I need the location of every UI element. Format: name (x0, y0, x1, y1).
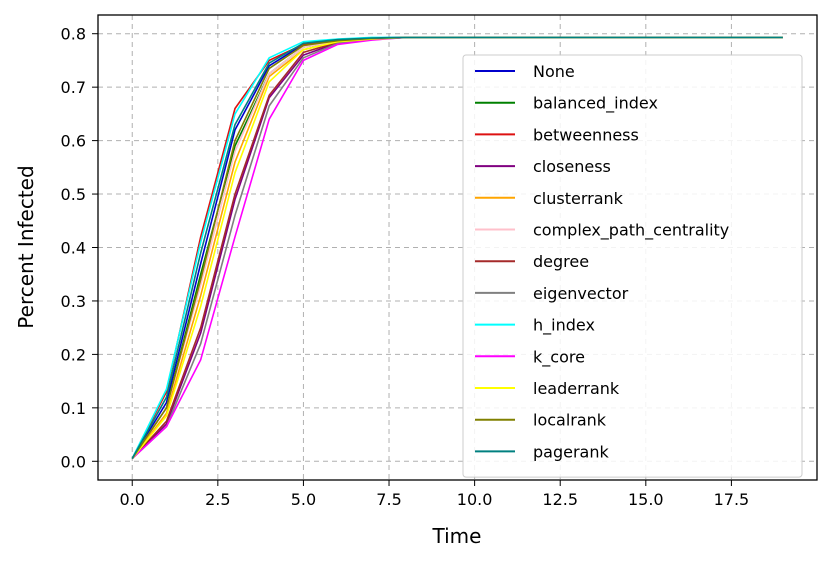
legend-box (462, 54, 803, 478)
legend-label-leaderrank: leaderrank (533, 379, 620, 398)
x-tick-label: 2.5 (205, 490, 230, 509)
legend-label-betweenness: betweenness (533, 125, 639, 144)
y-axis-label: Percent Infected (14, 165, 38, 328)
y-tick-label: 0.3 (61, 292, 86, 311)
legend-label-closeness: closeness (533, 157, 611, 176)
x-axis-ticks: 0.0 2.5 5.0 7.5 10.0 12.5 15.0 17.5 (120, 480, 750, 509)
legend: None balanced_index betweenness closeness cl… (462, 54, 803, 478)
legend-label-h-index: h_index (533, 316, 595, 336)
x-tick-label: 10.0 (457, 490, 493, 509)
legend-label-k-core: k_core (533, 347, 585, 367)
y-tick-label: 0.5 (61, 185, 86, 204)
x-tick-label: 12.5 (542, 490, 578, 509)
legend-label-eigenvector: eigenvector (533, 284, 629, 303)
y-tick-label: 0.4 (61, 239, 86, 258)
x-axis-label: Time (432, 524, 482, 548)
series-lines (131, 36, 783, 460)
x-tick-label: 15.0 (628, 490, 664, 509)
legend-label-degree: degree (533, 252, 589, 271)
legend-label-localrank: localrank (533, 411, 607, 430)
legend-label-none: None (533, 62, 575, 81)
legend-label-balanced-index: balanced_index (533, 94, 658, 114)
y-tick-label: 0.0 (61, 452, 86, 471)
y-tick-label: 0.8 (61, 25, 86, 44)
y-axis-ticks: 0.0 0.1 0.2 0.3 0.4 0.5 0.6 0.7 0.8 (61, 25, 98, 471)
legend-label-clusterrank: clusterrank (533, 189, 624, 208)
series-line-pagerank (131, 36, 783, 459)
x-tick-label: 7.5 (376, 490, 401, 509)
y-tick-label: 0.1 (61, 399, 86, 418)
y-tick-label: 0.6 (61, 132, 86, 151)
x-tick-label: 5.0 (291, 490, 316, 509)
legend-label-pagerank: pagerank (533, 442, 609, 461)
x-tick-label: 0.0 (120, 490, 145, 509)
x-tick-label: 17.5 (714, 490, 750, 509)
y-tick-label: 0.2 (61, 345, 86, 364)
y-tick-label: 0.7 (61, 78, 86, 97)
legend-label-complex-path-centrality: complex_path_centrality (533, 221, 729, 241)
